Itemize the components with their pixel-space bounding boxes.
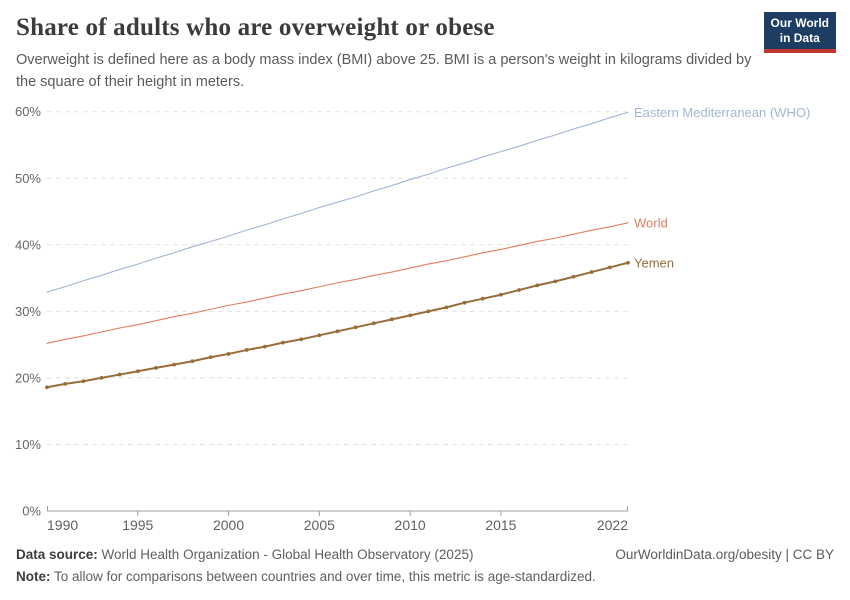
data-point-yemen[interactable] — [226, 352, 231, 356]
series-line-world[interactable] — [46, 222, 629, 344]
data-point-yemen[interactable] — [589, 270, 594, 274]
data-point-yemen[interactable] — [317, 333, 322, 338]
data-point-yemen[interactable] — [154, 366, 158, 370]
x-axis-tick-label: 2015 — [485, 517, 516, 533]
data-point-yemen[interactable] — [190, 359, 195, 364]
x-axis-tick-label: 2005 — [304, 517, 335, 533]
data-point-yemen[interactable] — [99, 376, 104, 380]
data-point-yemen[interactable] — [535, 283, 540, 288]
y-axis-tick-label: 20% — [15, 370, 41, 385]
owid-logo[interactable]: Our World in Data — [763, 12, 836, 53]
y-axis-tick-label: 60% — [15, 104, 41, 119]
x-axis-tick-label: 2022 — [597, 517, 628, 533]
data-point-yemen[interactable] — [426, 309, 431, 314]
data-point-yemen[interactable] — [262, 344, 267, 349]
data-point-yemen[interactable] — [480, 296, 485, 301]
data-point-yemen[interactable] — [517, 288, 521, 292]
series-label-world[interactable]: World — [634, 215, 668, 230]
y-axis-tick-label: 0% — [22, 504, 41, 519]
x-axis-tick-label: 2010 — [395, 517, 426, 533]
data-point-yemen[interactable] — [553, 279, 558, 284]
data-point-yemen[interactable] — [390, 317, 394, 322]
data-point-yemen[interactable] — [499, 292, 503, 297]
y-axis-tick-label: 30% — [15, 304, 41, 319]
data-point-yemen[interactable] — [626, 260, 630, 265]
x-axis-tick-label: 1995 — [122, 517, 153, 533]
note-label: Note: — [16, 569, 51, 584]
data-point-yemen[interactable] — [208, 355, 213, 360]
data-point-yemen[interactable] — [462, 300, 467, 305]
series-line-eastern-mediterranean-who[interactable] — [46, 111, 629, 293]
data-source-label: Data source: — [16, 547, 98, 562]
data-point-yemen[interactable] — [45, 385, 49, 390]
data-source-line: Data source: World Health Organization -… — [16, 547, 473, 562]
data-point-yemen[interactable] — [244, 348, 249, 352]
logo-line1: Our World — [770, 16, 829, 30]
chart-footer: Data source: World Health Organization -… — [16, 547, 834, 584]
series-label-eastern-mediterranean-who[interactable]: Eastern Mediterranean (WHO) — [634, 105, 810, 120]
data-point-yemen[interactable] — [607, 265, 612, 270]
data-point-yemen[interactable] — [135, 369, 140, 374]
data-point-yemen[interactable] — [408, 313, 413, 318]
data-source-text: World Health Organization - Global Healt… — [97, 547, 474, 562]
data-point-yemen[interactable] — [172, 362, 176, 367]
note-line: Note: To allow for comparisons between c… — [16, 569, 834, 584]
y-axis-tick-label: 50% — [15, 171, 41, 186]
data-point-yemen[interactable] — [299, 337, 304, 342]
chart-subtitle: Overweight is defined here as a body mas… — [16, 52, 752, 90]
note-text: To allow for comparisons between countri… — [50, 569, 596, 584]
data-point-yemen[interactable] — [571, 274, 576, 279]
y-axis-tick-label: 40% — [15, 237, 41, 252]
data-point-yemen[interactable] — [371, 321, 376, 326]
x-axis-tick-label: 1990 — [47, 517, 78, 533]
data-point-yemen[interactable] — [81, 379, 86, 384]
data-point-yemen[interactable] — [335, 329, 340, 334]
data-point-yemen[interactable] — [281, 340, 285, 345]
footer-link[interactable]: OurWorldinData.org/obesity | CC BY — [615, 547, 834, 562]
data-point-yemen[interactable] — [444, 305, 449, 310]
y-axis-tick-label: 10% — [15, 437, 41, 452]
page-title: Share of adults who are overweight or ob… — [16, 14, 495, 41]
logo-line2: in Data — [779, 31, 820, 45]
x-axis-tick-label: 2000 — [213, 517, 244, 533]
data-point-yemen[interactable] — [117, 372, 122, 377]
data-point-yemen[interactable] — [63, 381, 68, 386]
data-point-yemen[interactable] — [353, 325, 358, 330]
series-label-yemen[interactable]: Yemen — [634, 255, 674, 270]
chart-header: Share of adults who are overweight or ob… — [16, 12, 836, 93]
